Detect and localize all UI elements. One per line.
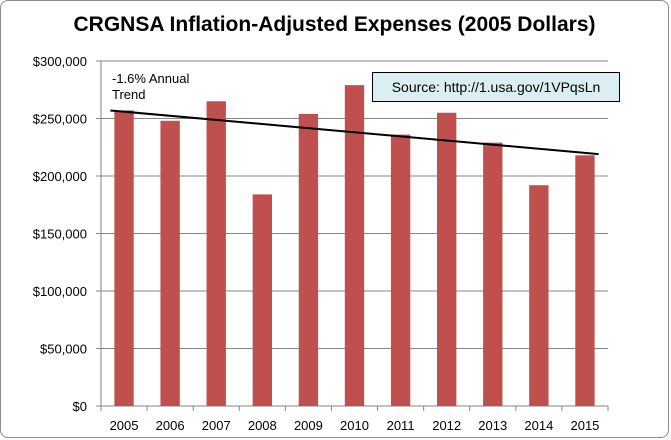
x-tick-label: 2008	[248, 418, 277, 433]
y-tick-label: $300,000	[33, 54, 87, 69]
bar-2007	[206, 101, 226, 406]
bar-2005	[114, 110, 134, 406]
bar-2008	[252, 194, 272, 406]
x-tick-label: 2005	[110, 418, 139, 433]
x-tick-label: 2010	[340, 418, 369, 433]
bar-2012	[437, 112, 457, 406]
bar-2009	[298, 113, 319, 407]
y-tick-label: $50,000	[40, 342, 87, 357]
x-tick-label: 2012	[432, 418, 461, 433]
x-tick-label: 2011	[387, 418, 415, 433]
chart-title: CRGNSA Inflation-Adjusted Expenses (2005…	[73, 13, 596, 36]
x-tick-label: 2009	[294, 418, 323, 433]
y-tick-label: $200,000	[33, 169, 87, 184]
y-tick-label: $250,000	[33, 112, 87, 127]
bar-2014	[529, 185, 549, 406]
x-tick-label: 2014	[524, 418, 553, 433]
x-tick-label: 2013	[478, 418, 507, 433]
x-tick-label: 2015	[570, 418, 599, 433]
bar-2010	[344, 85, 365, 407]
x-tick-label: 2007	[202, 418, 231, 433]
y-tick-label: $150,000	[33, 227, 87, 242]
source-annotation: Source: http://1.usa.gov/1VPqsLn	[372, 72, 620, 102]
bar-2006	[160, 120, 180, 407]
y-tick-label: $100,000	[33, 284, 87, 299]
bar-2013	[483, 142, 503, 406]
trend-label: -1.6% Annual Trend	[112, 71, 189, 102]
y-tick-label: $0	[73, 399, 87, 414]
trendline	[110, 109, 599, 156]
bar-2015	[575, 155, 595, 406]
bar-2011	[390, 134, 411, 406]
x-tick-label: 2006	[156, 418, 185, 433]
